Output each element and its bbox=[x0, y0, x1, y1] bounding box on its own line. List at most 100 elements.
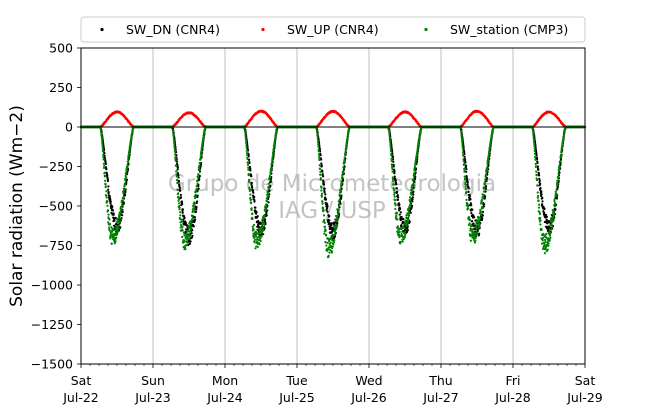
data-point bbox=[180, 200, 184, 203]
data-point bbox=[176, 166, 179, 169]
data-point bbox=[104, 179, 107, 182]
data-point bbox=[395, 187, 398, 190]
data-point bbox=[321, 170, 324, 173]
data-point bbox=[395, 183, 398, 186]
data-point bbox=[412, 193, 415, 196]
data-point bbox=[392, 160, 395, 163]
data-point bbox=[196, 194, 199, 197]
data-point bbox=[105, 190, 108, 193]
data-point bbox=[103, 164, 106, 168]
data-point bbox=[253, 196, 256, 199]
data-point bbox=[177, 174, 180, 177]
data-point bbox=[471, 220, 474, 223]
data-point bbox=[105, 196, 108, 199]
data-point bbox=[466, 181, 469, 184]
data-point bbox=[178, 186, 182, 189]
data-point bbox=[541, 200, 544, 203]
data-point bbox=[392, 165, 395, 168]
data-point bbox=[324, 193, 327, 196]
data-point bbox=[104, 166, 108, 169]
data-point bbox=[393, 170, 396, 173]
data-point bbox=[102, 162, 105, 165]
data-point bbox=[538, 177, 541, 180]
data-point bbox=[398, 203, 401, 206]
data-point bbox=[190, 232, 193, 235]
data-point bbox=[536, 165, 539, 168]
data-point bbox=[539, 182, 542, 185]
data-point bbox=[249, 167, 252, 170]
data-point bbox=[465, 168, 468, 171]
data-point bbox=[466, 183, 469, 186]
data-point bbox=[485, 176, 488, 180]
data-point bbox=[474, 228, 477, 231]
data-point bbox=[543, 211, 546, 215]
data-point bbox=[102, 166, 106, 170]
data-point bbox=[323, 187, 326, 190]
data-point bbox=[465, 170, 468, 173]
data-point bbox=[320, 162, 323, 165]
data-point bbox=[190, 236, 193, 239]
data-point bbox=[262, 233, 265, 236]
data-point bbox=[484, 195, 487, 198]
data-point bbox=[254, 206, 257, 209]
data-point bbox=[124, 193, 127, 196]
data-point bbox=[322, 183, 326, 186]
data-point bbox=[267, 201, 270, 204]
data-point bbox=[101, 141, 104, 145]
data-point bbox=[400, 215, 403, 219]
data-point bbox=[540, 193, 543, 196]
data-point bbox=[108, 222, 112, 226]
data-point bbox=[112, 213, 115, 216]
data-point bbox=[251, 186, 254, 189]
data-point bbox=[535, 154, 538, 157]
data-point bbox=[323, 191, 326, 194]
data-point bbox=[328, 214, 331, 218]
data-point bbox=[408, 221, 411, 224]
data-point bbox=[103, 152, 106, 155]
data-point bbox=[398, 213, 401, 216]
data-point bbox=[250, 184, 253, 187]
data-point bbox=[412, 186, 415, 189]
data-point bbox=[545, 213, 548, 217]
data-point bbox=[321, 173, 324, 176]
data-point bbox=[106, 179, 110, 183]
data-point bbox=[257, 220, 260, 223]
data-point bbox=[391, 156, 395, 159]
data-point bbox=[192, 225, 195, 228]
data-point bbox=[326, 203, 329, 206]
data-point bbox=[176, 172, 180, 175]
data-point bbox=[181, 211, 184, 214]
data-point bbox=[124, 190, 127, 194]
data-point bbox=[101, 146, 104, 149]
data-point bbox=[481, 214, 484, 217]
data-point bbox=[483, 197, 486, 200]
data-point bbox=[105, 168, 108, 171]
data-point bbox=[250, 175, 253, 178]
data-point bbox=[102, 155, 105, 158]
data-point bbox=[179, 196, 183, 199]
data-point bbox=[537, 172, 541, 175]
data-point bbox=[113, 219, 116, 222]
data-point bbox=[481, 210, 485, 213]
data-point bbox=[112, 228, 116, 232]
data-point bbox=[545, 215, 548, 218]
data-point bbox=[109, 198, 112, 201]
data-point bbox=[106, 204, 109, 207]
data-point bbox=[467, 186, 470, 190]
data-point bbox=[538, 179, 541, 182]
data-point bbox=[330, 222, 333, 225]
data-point bbox=[111, 205, 114, 209]
data-point bbox=[469, 198, 472, 201]
data-point bbox=[177, 176, 180, 179]
data-point bbox=[408, 209, 412, 212]
watermark-line: IAG / USP bbox=[278, 198, 386, 224]
data-point bbox=[104, 185, 107, 188]
data-point bbox=[554, 208, 557, 211]
data-point bbox=[119, 226, 122, 229]
data-point bbox=[467, 190, 470, 193]
data-point bbox=[184, 221, 188, 225]
data-point bbox=[100, 137, 103, 140]
data-point bbox=[110, 242, 113, 245]
grid-lines bbox=[152, 48, 514, 364]
